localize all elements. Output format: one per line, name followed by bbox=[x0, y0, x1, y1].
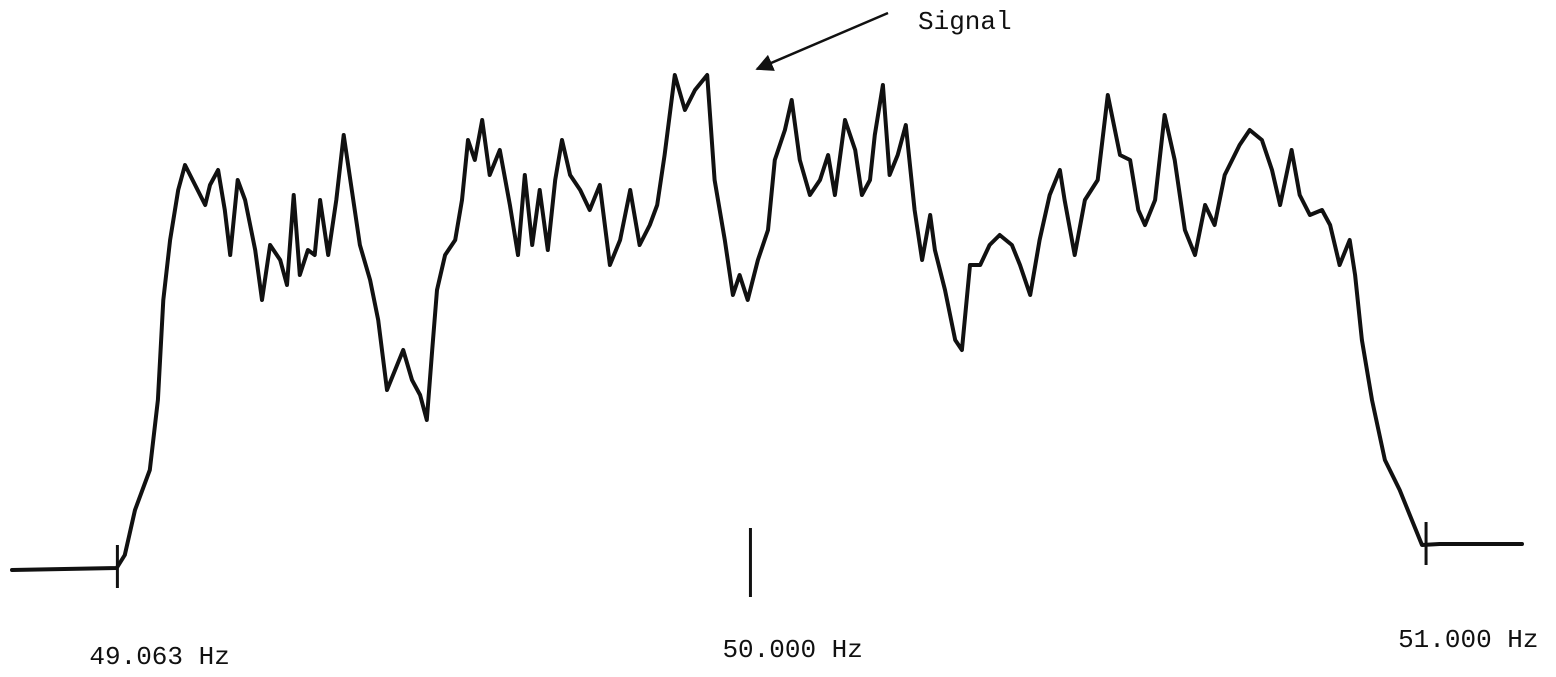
annotation-arrow bbox=[755, 11, 889, 71]
x-tick-label: 50.000 Hz bbox=[722, 635, 862, 665]
signal-line bbox=[10, 73, 1524, 572]
annotation: Signal bbox=[918, 7, 1012, 37]
x-tick-label: 49.063 Hz bbox=[89, 642, 229, 672]
x-tick-label: 51.000 Hz bbox=[1398, 625, 1538, 655]
